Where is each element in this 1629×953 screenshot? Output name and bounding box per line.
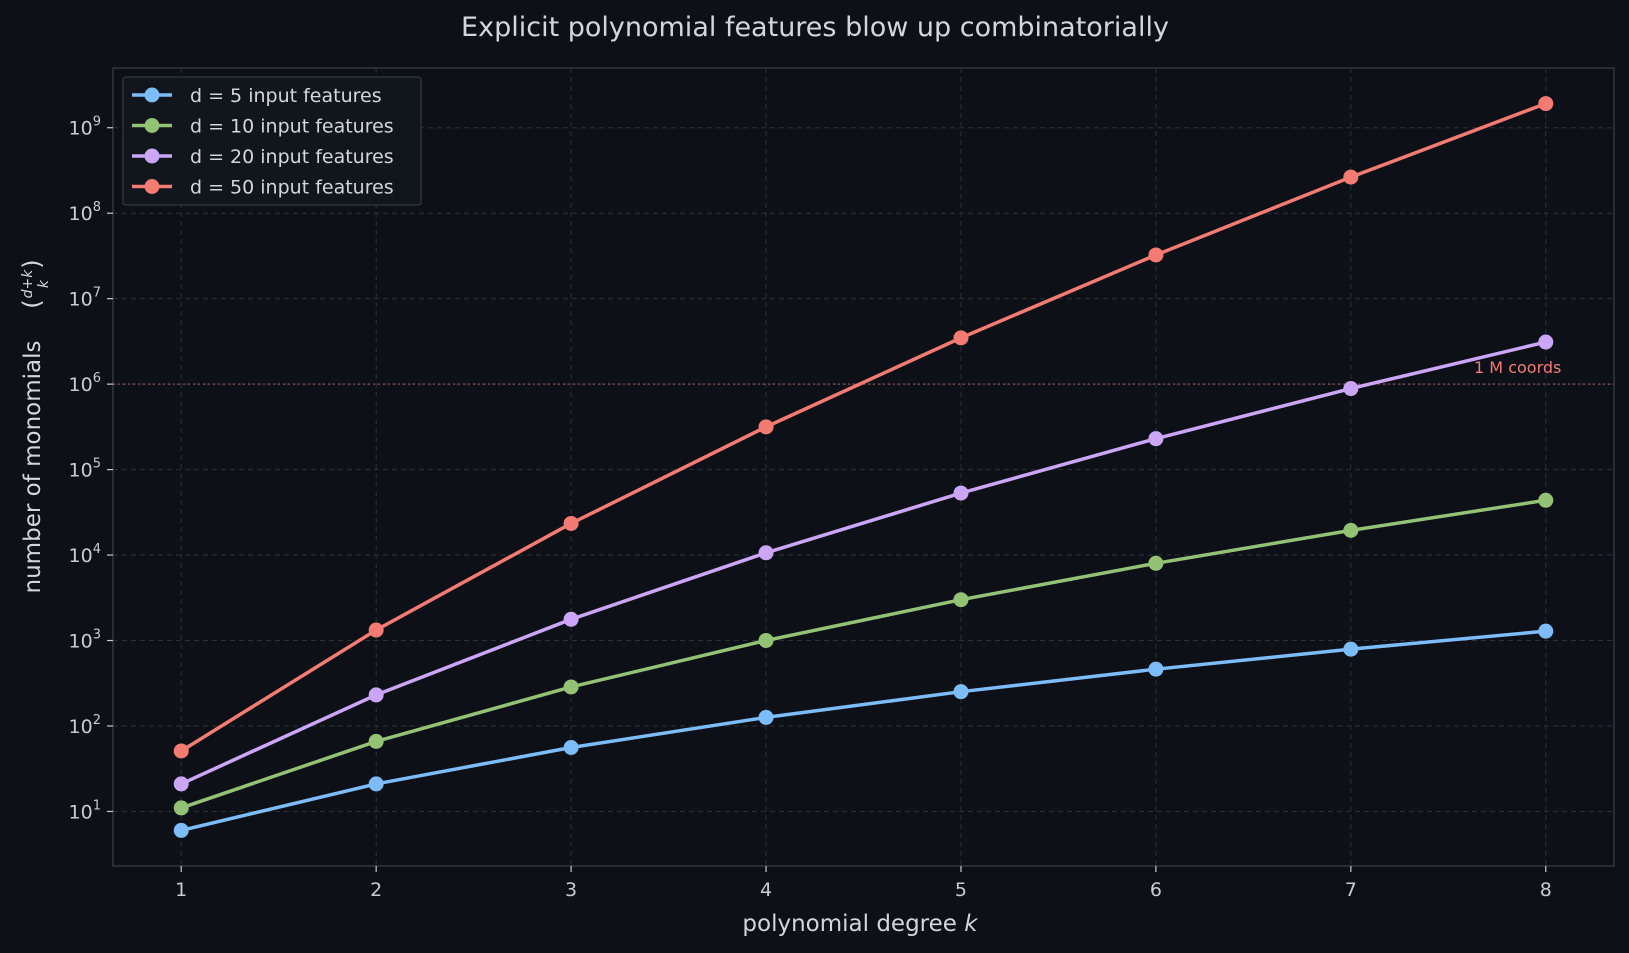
chart-title: Explicit polynomial features blow up com…: [461, 12, 1169, 43]
y-tick-label: 104: [69, 542, 101, 567]
legend-item: d = 50 input features: [132, 177, 394, 199]
y-axis-label: number of monomials ( d+k k ): [18, 259, 52, 593]
legend-item: d = 10 input features: [132, 116, 394, 138]
legend-label: d = 10 input features: [190, 116, 394, 138]
legend-swatch-marker: [144, 118, 160, 133]
data-point: [368, 622, 384, 638]
data-point: [1148, 555, 1164, 571]
data-point: [1538, 623, 1554, 639]
series-line: [180, 498, 1547, 810]
legend: d = 5 input features d = 10 input feature…: [122, 76, 422, 206]
series-4: [173, 96, 1554, 759]
data-point: [953, 485, 969, 501]
data-point: [953, 330, 969, 346]
y-tick-label: 102: [69, 713, 101, 738]
data-point: [173, 776, 189, 792]
y-tick-label: 105: [69, 457, 101, 482]
data-point: [758, 419, 774, 435]
x-tick-label: 4: [760, 879, 772, 901]
y-axis-ticks: 101 102 103 104 105 106 107 108 109: [69, 115, 113, 823]
legend-label: d = 50 input features: [190, 177, 394, 199]
x-tick-label: 5: [955, 879, 967, 901]
series-3: [173, 334, 1554, 792]
data-point: [1148, 247, 1164, 263]
data-point: [758, 545, 774, 561]
data-point: [1148, 661, 1164, 677]
data-point: [1538, 492, 1554, 508]
y-tick-label: 106: [69, 371, 101, 396]
series-line: [180, 101, 1547, 753]
data-point: [758, 709, 774, 725]
x-tick-label: 1: [175, 879, 187, 901]
data-point: [563, 740, 579, 756]
data-point: [173, 822, 189, 838]
y-tick-label: 103: [69, 628, 101, 653]
data-point: [368, 687, 384, 703]
y-axis-label-binom-top: d+k: [20, 269, 36, 299]
legend-swatch-marker: [144, 148, 160, 164]
data-point: [1343, 522, 1359, 538]
series-line: [180, 629, 1546, 833]
x-tick-label: 8: [1540, 879, 1552, 901]
data-point: [368, 733, 384, 749]
x-tick-label: 3: [565, 879, 577, 901]
data-point: [1538, 96, 1554, 112]
x-tick-label: 6: [1150, 879, 1162, 901]
legend-label: d = 5 input features: [190, 85, 382, 107]
y-axis-label-binom-open: (: [18, 299, 46, 308]
legend-label: d = 20 input features: [190, 146, 394, 168]
series-group: [173, 96, 1554, 838]
legend-swatch-marker: [144, 179, 160, 194]
data-point: [368, 776, 384, 792]
data-point: [1343, 169, 1359, 185]
series-2: [173, 492, 1554, 816]
data-point: [1148, 431, 1164, 447]
reference-line-label: 1 M coords: [1474, 358, 1561, 377]
legend-swatch-marker: [144, 87, 160, 103]
x-axis-label: polynomial degree k: [742, 911, 979, 937]
x-axis-label-text: polynomial degree: [742, 911, 957, 937]
y-tick-label: 108: [69, 200, 101, 225]
data-point: [758, 632, 774, 648]
x-axis-ticks: 1 2 3 4 5 6 7 8: [175, 866, 1552, 901]
y-tick-label: 101: [69, 798, 101, 823]
x-tick-label: 2: [370, 879, 382, 901]
legend-item: d = 5 input features: [132, 85, 382, 107]
y-tick-label: 109: [69, 115, 101, 140]
y-axis-label-text: number of monomials: [20, 341, 46, 594]
data-point: [1538, 334, 1554, 350]
data-point: [953, 684, 969, 700]
y-tick-label: 107: [69, 286, 101, 311]
y-axis-label-binom-close: ): [18, 259, 46, 268]
y-axis-label-binom-bottom: k: [36, 279, 52, 288]
data-point: [953, 592, 969, 608]
legend-item: d = 20 input features: [132, 146, 394, 168]
data-point: [1343, 641, 1359, 657]
legend-box: [122, 76, 422, 206]
series-line: [180, 340, 1547, 786]
x-tick-label: 7: [1345, 879, 1357, 901]
x-axis-label-variable: k: [964, 911, 979, 937]
series-1: [173, 623, 1554, 838]
data-point: [173, 800, 189, 816]
data-point: [563, 515, 579, 531]
data-point: [173, 743, 189, 759]
data-point: [1343, 381, 1359, 397]
data-point: [563, 679, 579, 695]
data-point: [563, 611, 579, 627]
